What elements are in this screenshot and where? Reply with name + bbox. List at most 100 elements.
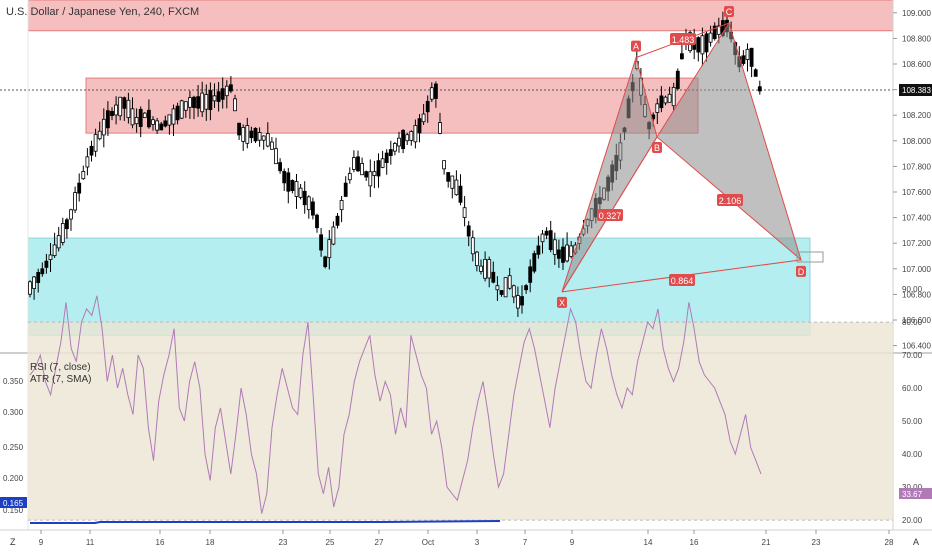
time-tick-label: 28 — [885, 538, 894, 547]
candle-body — [360, 163, 365, 176]
candle-body — [552, 239, 557, 255]
rsi-tick-label: 20.00 — [902, 516, 923, 525]
pattern-point-a-badge — [631, 40, 641, 52]
pattern-point-x-badge — [557, 296, 567, 308]
candle-body — [81, 171, 86, 180]
candle-body — [48, 254, 53, 260]
candle-body — [696, 37, 701, 53]
pattern-point-c-label: C — [726, 7, 733, 17]
candle-body — [208, 90, 213, 111]
candle-body — [503, 277, 508, 298]
candle-body — [433, 83, 438, 99]
candle-body — [655, 103, 660, 113]
time-tick-label: 9 — [39, 538, 44, 547]
candle-body — [253, 127, 258, 142]
candle-body — [183, 101, 188, 111]
pattern-ratio-badge — [669, 274, 695, 286]
last-price-label: 108.383 — [902, 86, 931, 95]
candle-body — [663, 96, 668, 104]
time-tick-label: Oct — [422, 538, 435, 547]
candle-body — [175, 105, 180, 121]
corner-right-label: A — [913, 537, 920, 547]
candle-body — [130, 108, 135, 126]
atr-line — [30, 520, 501, 524]
candle-body — [343, 182, 348, 197]
harmonic-pattern-layer: X A B C D 0.327 1.483 2.106 0.864 — [557, 6, 824, 308]
candle-body — [171, 108, 176, 125]
rsi-tick-label: 90.00 — [902, 285, 923, 294]
atr-last-badge — [0, 497, 27, 508]
candle-body — [110, 110, 114, 116]
candle-body — [327, 239, 332, 259]
time-tick-label: 18 — [206, 538, 215, 547]
candle-body — [187, 97, 192, 108]
time-tick-label: 16 — [156, 538, 165, 547]
candle-body — [294, 181, 299, 197]
rsi-last-badge — [899, 488, 932, 499]
atr-tick-label: 0.150 — [3, 506, 24, 515]
candle-body — [77, 182, 82, 194]
pattern-ratio-badge — [670, 33, 696, 45]
candle-body — [429, 87, 434, 100]
candle-body — [106, 110, 110, 129]
candle-body — [425, 100, 430, 113]
price-tick-label: 107.400 — [902, 214, 931, 223]
pattern-bcd-triangle — [656, 21, 802, 262]
candle-body — [450, 175, 455, 189]
candle-body — [667, 93, 672, 103]
candles-layer — [28, 10, 762, 317]
candle-body — [421, 113, 426, 123]
pattern-point-c-badge — [724, 6, 734, 18]
candle-body — [60, 223, 65, 243]
candle-body — [204, 94, 209, 110]
candle-body — [52, 244, 57, 257]
candle-body — [241, 127, 246, 142]
candle-body — [557, 249, 561, 259]
price-tick-label: 107.800 — [902, 162, 931, 171]
candle-body — [548, 230, 553, 251]
candle-body — [93, 134, 98, 152]
candle-body — [524, 285, 528, 291]
candle-body — [40, 268, 45, 275]
chart-title: U.S. Dollar / Japanese Yen, 240, FXCM — [6, 6, 200, 18]
candle-body — [565, 244, 569, 262]
candle-body — [97, 130, 102, 140]
candle-body — [716, 25, 721, 35]
rsi-last-label: 33.67 — [902, 490, 923, 499]
rsi-line — [29, 295, 762, 514]
candle-body — [442, 160, 447, 170]
time-tick-label: 16 — [690, 538, 699, 547]
candle-body — [245, 125, 250, 144]
time-tick-label: 23 — [279, 538, 288, 547]
candle-body — [516, 295, 520, 309]
candle-body — [32, 276, 36, 289]
candle-body — [286, 172, 291, 192]
time-tick-label: 27 — [375, 538, 384, 547]
pattern-point-d-label: D — [798, 267, 805, 277]
time-tick-label: 9 — [570, 538, 575, 547]
corner-left-label: Z — [10, 537, 16, 547]
candle-body — [44, 260, 49, 268]
candle-body — [499, 290, 504, 295]
candle-body — [216, 91, 221, 102]
pattern-ratio-label: 0.327 — [599, 211, 622, 221]
candle-body — [446, 172, 451, 182]
candle-body — [163, 120, 168, 127]
candle-body — [319, 234, 324, 251]
candle-body — [561, 246, 565, 263]
pattern-point-x-label: X — [559, 298, 565, 308]
candle-body — [749, 47, 754, 67]
candle-body — [368, 171, 373, 187]
candle-body — [380, 158, 385, 168]
candle-body — [671, 86, 676, 107]
candle-body — [491, 271, 496, 283]
candle-body — [269, 141, 274, 150]
axes-layer: 109.000108.800108.600108.400108.200108.0… — [39, 9, 932, 547]
candle-body — [73, 192, 77, 211]
candle-body — [569, 245, 574, 257]
candle-body — [335, 215, 340, 226]
candle-body — [261, 135, 266, 141]
candle-body — [544, 230, 549, 236]
